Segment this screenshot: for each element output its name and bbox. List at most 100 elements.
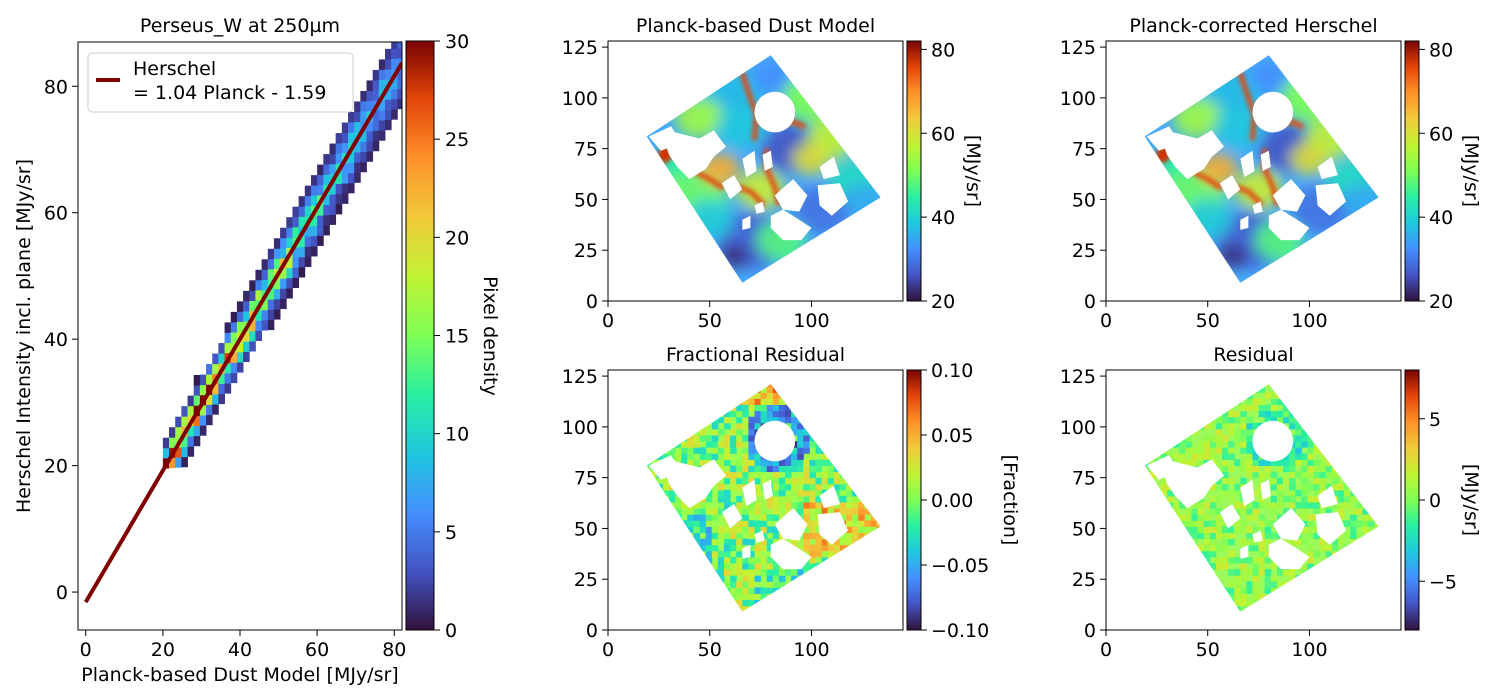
map-pixel [1276, 569, 1284, 576]
map-pixel [1191, 612, 1198, 619]
map-pixel [754, 569, 762, 576]
map-pixel [858, 520, 865, 527]
map-pixel [1240, 428, 1247, 436]
map-pixel [1362, 416, 1369, 424]
map-pixel [730, 392, 737, 399]
map-pixel [1179, 453, 1186, 460]
map-pixel [646, 538, 652, 546]
map-pixel [1167, 587, 1174, 594]
density-cell [335, 173, 343, 185]
map-pixel [1137, 581, 1144, 588]
map-pixel [834, 374, 841, 381]
map-pixel [730, 538, 737, 546]
map-pixel [803, 563, 810, 570]
map-pixel [870, 544, 877, 552]
map-pixel [1167, 502, 1174, 509]
map-pixel [1191, 587, 1198, 594]
map-pixel [662, 550, 670, 558]
map-pixel [1295, 398, 1302, 405]
density-cell [243, 341, 250, 352]
map-pixel [797, 428, 804, 436]
map-pixel [657, 374, 664, 381]
map-pixel [650, 575, 658, 582]
map-pixel [1283, 435, 1290, 442]
map-pixel [1240, 502, 1247, 509]
density-cell [317, 164, 324, 176]
map-pixel [705, 384, 713, 387]
map-pixel [1374, 605, 1379, 612]
map-pixel [742, 453, 749, 460]
map-pixel [1222, 435, 1229, 442]
map-pixel [883, 386, 890, 393]
map-pixel [656, 538, 664, 546]
map-pixel [766, 410, 774, 418]
map-pixel [1276, 410, 1284, 418]
map-pixel [1362, 465, 1369, 473]
map-pixel [1154, 550, 1162, 558]
map-pixel [1289, 508, 1296, 515]
map-pixel [1289, 569, 1296, 576]
map-pixel [1240, 477, 1247, 485]
map-pixel [687, 392, 694, 399]
map-pixel [1173, 575, 1180, 582]
map-pixel [687, 514, 694, 521]
map-pixel [1350, 384, 1357, 387]
map-pixel [1209, 495, 1217, 503]
map-pixel [1167, 544, 1174, 552]
map-pixel [699, 453, 707, 460]
map-pixel [772, 508, 780, 515]
map-pixel [827, 569, 835, 576]
map-pixel [1191, 599, 1198, 607]
map-pixel [846, 605, 853, 612]
map-pixel [1173, 410, 1180, 418]
map-pixel [821, 410, 829, 418]
map-pixel [742, 416, 749, 424]
map-pixel [1313, 599, 1321, 607]
map-pixel [1283, 563, 1290, 570]
map-pixel [809, 526, 816, 533]
map-pixel [833, 483, 841, 491]
map-pixel [1337, 575, 1345, 582]
map-pixel [748, 575, 755, 582]
map-pixel [1331, 386, 1339, 393]
map-pixel [1289, 386, 1296, 393]
map-pixel [724, 447, 731, 454]
map-pixel [1295, 489, 1302, 497]
map-pixel [639, 386, 646, 393]
map-pixel [883, 441, 890, 448]
map-pixel [736, 471, 743, 479]
map-pixel [1258, 520, 1266, 527]
map-pixel [1381, 606, 1388, 613]
map-pixel [1295, 520, 1302, 527]
map-pixel [1222, 477, 1229, 485]
map-pixel [791, 386, 798, 393]
legend-box [87, 52, 354, 113]
map-pixel [742, 508, 749, 515]
density-cell [360, 111, 367, 122]
map-pixel [809, 605, 816, 612]
map-pixel [852, 465, 859, 473]
map-pixel [693, 477, 700, 485]
map-pixel [778, 587, 786, 594]
map-pixel [1295, 599, 1302, 607]
map-pixel [705, 587, 713, 594]
map-pixel [1313, 520, 1321, 527]
map-pixel [1191, 495, 1198, 503]
map-pixel [1191, 384, 1198, 387]
map-pixel [1362, 459, 1369, 466]
map-pixel [646, 465, 652, 473]
map-pixel [748, 374, 755, 381]
map-pixel [858, 441, 865, 448]
map-pixel [785, 508, 792, 515]
map-pixel [760, 587, 768, 594]
map-pixel [650, 428, 658, 436]
map-pixel [650, 581, 658, 588]
map-pixel [742, 374, 749, 381]
density-cell [366, 80, 374, 91]
map-pixel [778, 575, 786, 582]
map-pixel [1270, 508, 1278, 515]
map-pixel [1209, 435, 1217, 442]
map-pixel [1203, 502, 1211, 509]
map-pixel [1368, 508, 1375, 515]
map-pixel [778, 416, 786, 424]
